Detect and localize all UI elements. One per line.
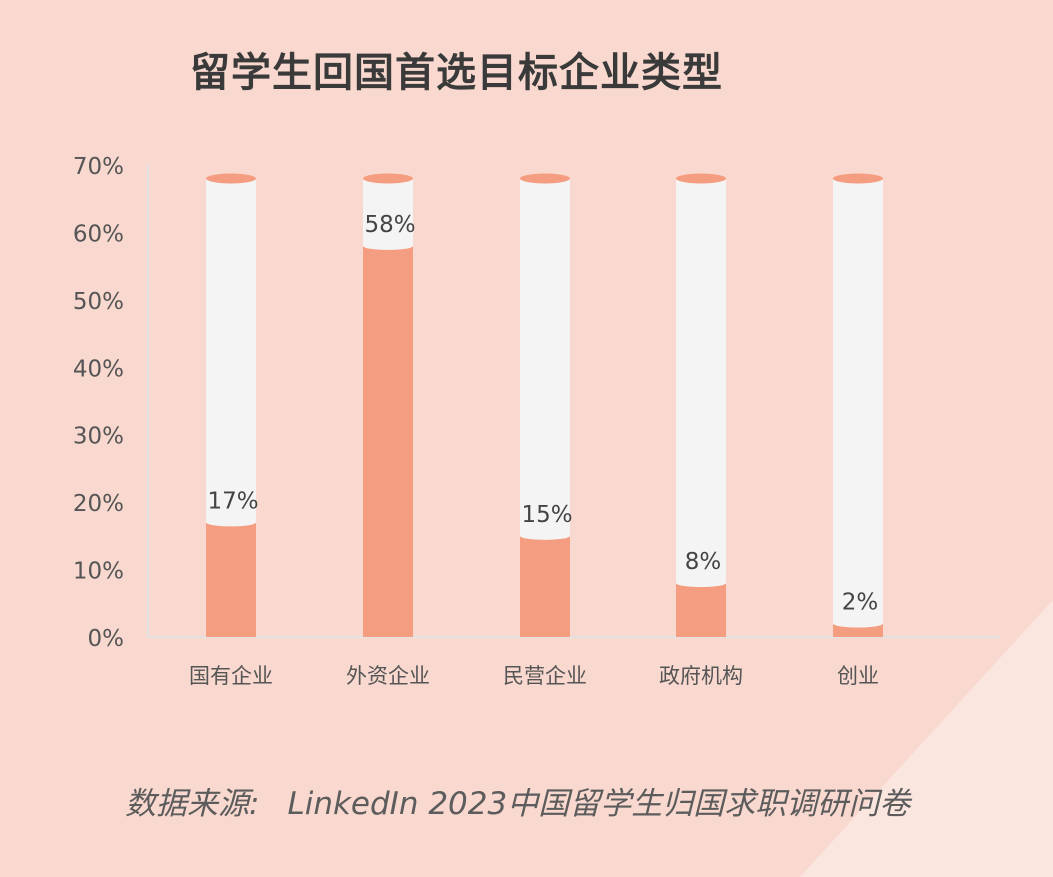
bar-track-cap <box>363 173 413 184</box>
category-label: 民营企业 <box>503 664 587 688</box>
bar-top-curve <box>833 619 883 628</box>
y-tick-label: 50% <box>73 289 124 315</box>
bar-track-cap <box>206 173 256 184</box>
bar-top-curve <box>676 579 726 588</box>
y-tick-label: 0% <box>88 626 125 652</box>
chart-title: 留学生回国首选目标企业类型 <box>190 50 723 96</box>
bar-track-cap <box>833 173 883 184</box>
data-label: 2% <box>842 590 879 616</box>
bar <box>676 583 726 637</box>
category-label: 创业 <box>837 664 879 688</box>
bar-track <box>833 178 883 637</box>
source-text: LinkedIn 2023中国留学生归国求职调研问卷 <box>287 786 911 822</box>
y-tick-label: 10% <box>73 559 124 585</box>
bar <box>520 535 570 637</box>
bar-top-curve <box>520 531 570 540</box>
data-label: 8% <box>685 549 722 575</box>
bar-top-curve <box>206 518 256 527</box>
bar-track <box>676 178 726 637</box>
y-tick-label: 20% <box>73 491 124 517</box>
y-tick-label: 40% <box>73 356 124 382</box>
category-label: 政府机构 <box>659 664 743 688</box>
bar <box>206 522 256 637</box>
source-prefix: 数据来源: <box>125 786 260 822</box>
bar-track-cap <box>520 173 570 184</box>
data-label: 15% <box>521 502 572 528</box>
category-label: 外资企业 <box>346 664 430 688</box>
bar-track-cap <box>676 173 726 184</box>
data-label: 58% <box>364 212 415 238</box>
y-tick-label: 70% <box>73 154 124 180</box>
data-label: 17% <box>207 488 258 514</box>
bar <box>363 245 413 637</box>
bar-top-curve <box>363 241 413 250</box>
y-tick-label: 30% <box>73 424 124 450</box>
data-source: 数据来源: LinkedIn 2023中国留学生归国求职调研问卷 <box>125 778 910 823</box>
y-tick-label: 60% <box>73 221 124 247</box>
category-label: 国有企业 <box>189 664 273 688</box>
